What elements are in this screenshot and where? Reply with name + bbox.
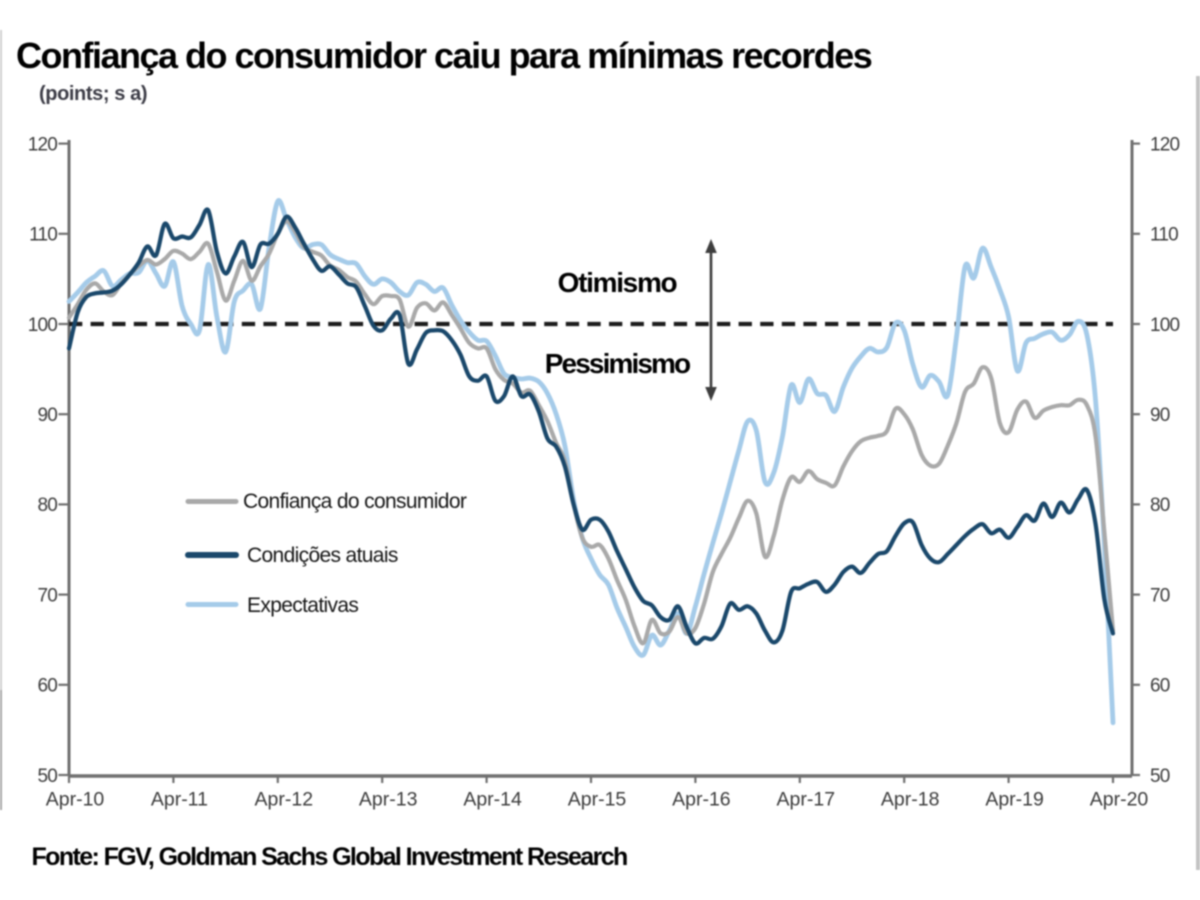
svg-text:Apr-10: Apr-10 [46, 789, 105, 811]
svg-text:Apr-19: Apr-19 [985, 789, 1044, 811]
svg-text:120: 120 [1150, 134, 1180, 155]
svg-text:50: 50 [37, 766, 57, 787]
svg-text:60: 60 [37, 676, 57, 697]
svg-text:80: 80 [37, 495, 57, 516]
svg-text:Apr-18: Apr-18 [881, 789, 940, 811]
svg-text:120: 120 [28, 134, 58, 155]
svg-text:90: 90 [37, 405, 57, 426]
svg-text:Apr-13: Apr-13 [359, 789, 418, 811]
svg-text:100: 100 [28, 315, 58, 336]
svg-text:100: 100 [1150, 315, 1180, 336]
svg-text:50: 50 [1150, 766, 1170, 787]
svg-text:Apr-20: Apr-20 [1090, 789, 1149, 811]
svg-text:Apr-15: Apr-15 [568, 789, 627, 811]
svg-text:Apr-16: Apr-16 [672, 789, 731, 811]
svg-text:90: 90 [1150, 405, 1170, 426]
svg-text:80: 80 [1150, 495, 1170, 516]
svg-text:Apr-17: Apr-17 [777, 789, 836, 811]
svg-text:60: 60 [1150, 676, 1170, 697]
svg-text:Apr-11: Apr-11 [151, 789, 208, 811]
svg-text:Apr-14: Apr-14 [463, 789, 522, 811]
svg-text:70: 70 [1150, 585, 1170, 606]
svg-text:70: 70 [37, 585, 57, 606]
svg-text:110: 110 [1150, 225, 1178, 246]
svg-text:110: 110 [29, 225, 57, 246]
svg-text:Apr-12: Apr-12 [255, 789, 314, 811]
